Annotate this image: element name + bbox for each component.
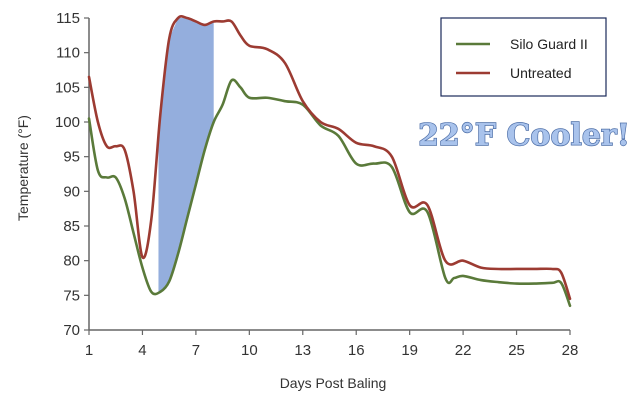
x-tick-label: 25 [508,342,525,359]
x-tick-label: 10 [241,342,258,359]
y-tick-label: 110 [56,45,80,62]
x-axis-label: Days Post Baling [280,375,387,391]
y-tick-label: 70 [63,322,80,339]
y-tick-label: 80 [63,253,80,270]
x-ticks: 1 4 7 10 13 16 19 22 25 28 [85,330,579,359]
legend: Silo Guard II Untreated [440,17,607,97]
y-axis-label: Temperature (°F) [15,115,31,221]
legend-label-untreated: Untreated [510,65,571,81]
y-ticks: 70 75 80 85 90 95 100 105 110 115 [55,10,89,339]
y-tick-label: 105 [55,79,80,96]
axes [88,18,570,331]
cooler-annotation: 22°F Cooler! [418,118,630,153]
series-line-untreated [87,15,572,301]
shaded-difference-layer [158,18,214,292]
y-tick-label: 75 [63,287,80,304]
x-tick-label: 7 [192,342,200,359]
legend-label-silo-guard: Silo Guard II [510,36,588,52]
y-tick-label: 115 [56,10,80,27]
shaded-difference [158,18,214,292]
x-tick-label: 28 [562,342,579,359]
y-tick-label: 100 [55,114,80,131]
x-tick-label: 19 [401,342,418,359]
x-tick-label: 1 [85,342,93,359]
x-tick-label: 22 [455,342,472,359]
x-tick-label: 13 [294,342,311,359]
series-line-silo-guard [87,78,572,308]
series-layer [87,15,572,308]
legend-box [440,17,607,97]
y-tick-label: 85 [63,218,80,235]
x-tick-label: 4 [138,342,146,359]
y-tick-label: 95 [63,149,80,166]
x-tick-label: 16 [348,342,365,359]
y-tick-label: 90 [63,183,80,200]
